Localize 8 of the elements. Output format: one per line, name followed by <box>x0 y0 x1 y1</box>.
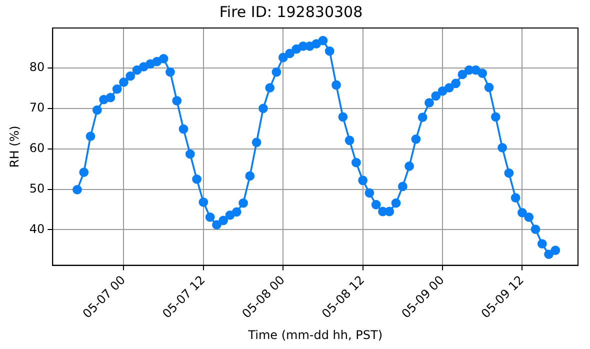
y-tick-label: 70 <box>29 100 45 115</box>
y-tick-label: 80 <box>29 60 45 74</box>
y-tick-label: 60 <box>29 140 45 155</box>
y-tick-label: 40 <box>29 222 45 236</box>
x-axis-title: Time (mm-dd hh, PST) <box>247 328 382 342</box>
y-tick-label: 50 <box>29 181 45 196</box>
y-axis-title: RH (%) <box>7 126 22 168</box>
chart-title: Fire ID: 192830308 <box>219 2 363 21</box>
